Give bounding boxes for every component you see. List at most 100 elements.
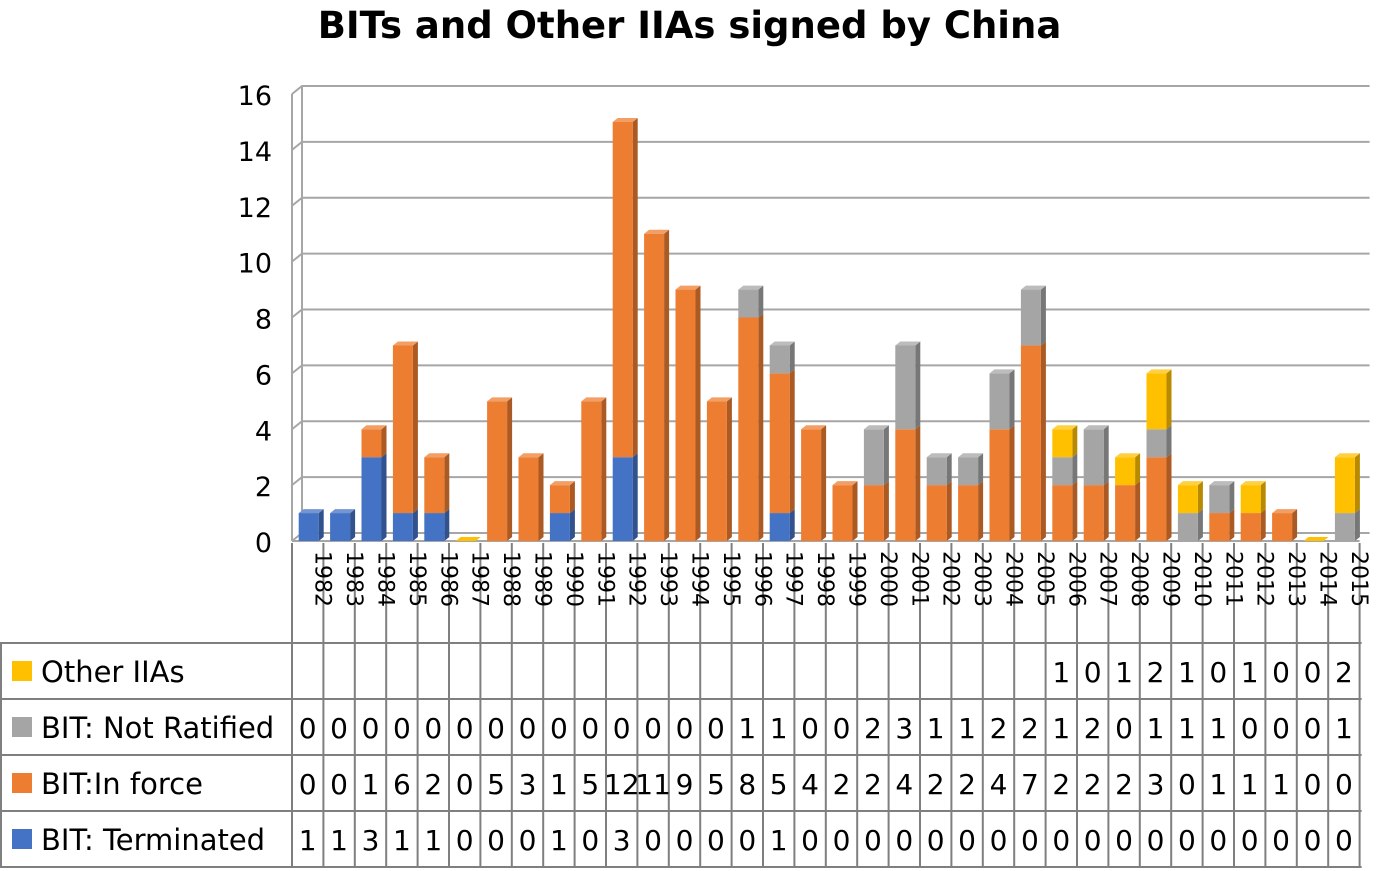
x-tick-label: 2012	[1252, 551, 1277, 607]
bar-segment	[1083, 429, 1104, 486]
legend-label: Other IIAs	[41, 655, 185, 689]
table-cell: 1	[1115, 656, 1133, 689]
table-cell: 0	[833, 712, 851, 745]
bar-segment	[1334, 513, 1355, 541]
table-cell: 0	[519, 712, 537, 745]
bar-top	[1052, 425, 1078, 430]
bar-side	[1197, 481, 1203, 514]
bar-segment	[549, 485, 570, 514]
table-cell: 2	[990, 712, 1008, 745]
x-tick-label: 1992	[624, 551, 649, 607]
x-tick-label: 2015	[1346, 551, 1371, 607]
table-cell: 1	[330, 824, 348, 857]
table-cell: 2	[864, 712, 882, 745]
bar-top	[769, 341, 795, 346]
table-cell: 0	[1304, 712, 1322, 745]
x-tick-label: 1983	[341, 551, 366, 607]
x-tick-label: 1989	[530, 551, 555, 607]
table-cell: 0	[424, 712, 442, 745]
table-cell: 2	[958, 768, 976, 801]
bar-side	[381, 453, 387, 541]
bar-top	[1146, 369, 1172, 374]
bar-segment	[895, 345, 916, 430]
table-cell: 0	[550, 712, 568, 745]
table-cell: 0	[1147, 824, 1165, 857]
bar-side	[1009, 425, 1015, 541]
bar-side	[1103, 481, 1109, 541]
table-cell: 0	[1084, 824, 1102, 857]
table-cell: 5	[581, 768, 599, 801]
x-tick-label: 2007	[1095, 551, 1120, 607]
gridline	[291, 252, 1370, 263]
bar-segment	[1052, 429, 1073, 458]
bar-side	[789, 509, 795, 541]
bar-side	[726, 397, 732, 541]
table-cell: 0	[456, 712, 474, 745]
bar-top	[298, 509, 324, 514]
bar-segment	[769, 345, 790, 374]
x-tick-label: 2000	[875, 551, 900, 607]
bar-segment	[1020, 345, 1041, 541]
bar-segment	[424, 457, 445, 514]
legend-label: BIT: Terminated	[41, 823, 265, 857]
x-tick-label: 2002	[938, 551, 963, 607]
table-cell: 1	[927, 712, 945, 745]
bar-side	[1260, 509, 1266, 541]
table-cell: 1	[1052, 712, 1070, 745]
table-cell: 5	[770, 768, 788, 801]
bar-side	[978, 453, 984, 486]
table-cell: 1	[958, 712, 976, 745]
bar-segment	[1177, 485, 1198, 514]
bar-side	[632, 453, 638, 541]
bar-segment	[518, 457, 539, 541]
table-cell: 0	[864, 824, 882, 857]
bar-segment	[1115, 457, 1136, 486]
bar-segment	[612, 121, 633, 458]
table-cell: 0	[738, 824, 756, 857]
bar-side	[915, 341, 921, 430]
bar-side	[412, 341, 418, 514]
chart-title: BITs and Other IIAs signed by China	[317, 4, 1062, 47]
bar-side	[1040, 285, 1046, 346]
bar-segment	[738, 317, 759, 541]
x-tick-label: 2009	[1158, 551, 1183, 607]
table-cell: 11	[635, 768, 671, 801]
table-cell: 2	[1335, 656, 1353, 689]
x-tick-label: 2010	[1189, 551, 1214, 607]
legend-swatch	[12, 773, 32, 793]
bar-side	[1229, 481, 1235, 514]
bar-segment	[801, 429, 822, 541]
bar-segment	[1177, 513, 1198, 541]
table-cell: 0	[958, 824, 976, 857]
table-cell: 12	[604, 768, 640, 801]
table-cell: 0	[676, 712, 694, 745]
table-cell: 3	[519, 768, 537, 801]
bar-segment	[989, 373, 1010, 430]
bar-side	[569, 481, 575, 514]
bar-side	[1354, 453, 1360, 514]
table-cell: 4	[801, 768, 819, 801]
table-cell: 0	[644, 712, 662, 745]
bar-side	[946, 453, 952, 486]
table-cell: 1	[299, 824, 317, 857]
table-cell: 0	[1178, 824, 1196, 857]
bar-segment	[1146, 429, 1167, 458]
bar-segment	[1240, 513, 1261, 541]
table-cell: 0	[299, 768, 317, 801]
bar-side	[946, 481, 952, 541]
table-cell: 0	[1241, 712, 1259, 745]
bar-segment	[612, 457, 633, 541]
bar-side	[412, 509, 418, 541]
bar-top	[989, 369, 1015, 374]
table-cell: 0	[1272, 712, 1290, 745]
table-cell: 0	[927, 824, 945, 857]
table-cell: 0	[456, 824, 474, 857]
bar-side	[507, 397, 513, 541]
table-cell: 5	[487, 768, 505, 801]
table-cell: 1	[1272, 768, 1290, 801]
bar-segment	[644, 233, 665, 541]
x-tick-label: 2011	[1220, 551, 1245, 607]
y-tick-label: 14	[238, 137, 272, 168]
bar-segment	[1334, 457, 1355, 514]
table-cell: 1	[362, 768, 380, 801]
